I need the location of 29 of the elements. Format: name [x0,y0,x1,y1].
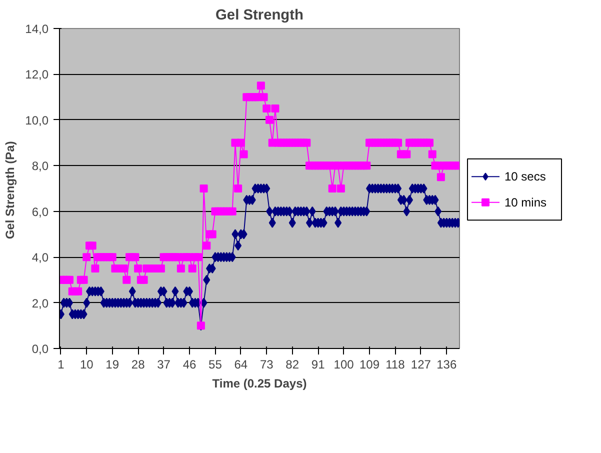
y-tick-label: 2,0 [32,296,49,310]
y-tick-label: 14,0 [25,22,49,36]
x-tick-label: 136 [436,358,457,372]
chart-title: Gel Strength [216,8,304,24]
y-tick-label: 0,0 [32,342,49,356]
y-tick-label: 4,0 [32,250,49,265]
x-tick-label: 118 [386,358,406,372]
x-tick-label: 19 [106,358,120,372]
legend-label: 10 secs [504,170,546,184]
x-tick-label: 109 [359,358,380,372]
y-axis-title: Gel Strength (Pa) [3,141,18,240]
x-tick-label: 46 [182,358,196,372]
x-tick-label: 55 [208,358,222,372]
y-tick-label: 8,0 [32,159,49,174]
x-tick-label: 37 [157,358,171,372]
x-tick-label: 82 [286,358,300,372]
x-tick-label: 127 [410,358,432,372]
x-tick-label: 91 [311,358,326,372]
legend-label: 10 mins [504,195,547,210]
y-tick-label: 12,0 [25,68,49,82]
x-tick-label: 10 [80,358,94,372]
y-tick-label: 6,0 [32,204,49,219]
x-tick-label: 28 [131,358,146,372]
x-tick-label: 100 [334,358,354,372]
x-tick-label: 1 [58,358,65,372]
y-tick-label: 10,0 [25,113,49,128]
x-tick-label: 73 [260,358,274,372]
x-axis-title: Time (0.25 Days) [212,376,307,390]
x-tick-label: 64 [234,358,248,372]
